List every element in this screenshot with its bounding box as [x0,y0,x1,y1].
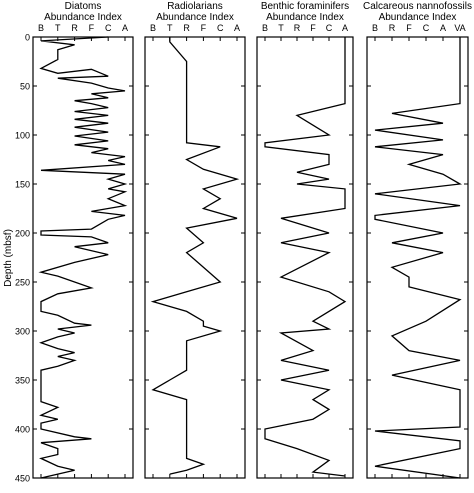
abundance-line [264,37,347,477]
panel-subtitle: Abundance Index [266,12,344,23]
x-tick-label: C [217,23,224,33]
y-tick-label: 200 [15,229,30,239]
panel-subtitle: Abundance Index [379,12,457,23]
panel-subtitle: Abundance Index [156,12,234,23]
x-tick-label: R [71,23,78,33]
x-tick-label: T [55,23,61,33]
x-tick-label: R [294,23,301,33]
x-tick-label: A [234,23,240,33]
x-tick-label: F [201,23,207,33]
x-tick-label: B [372,23,378,33]
x-tick-label: C [105,23,112,33]
panel-frame [256,36,354,479]
x-tick-label: F [310,23,316,33]
x-tick-label: C [423,23,430,33]
y-tick-label: 350 [15,376,30,386]
panel-subtitle: Abundance Index [44,12,122,23]
abundance-line [38,36,128,479]
x-tick-label: B [150,23,156,33]
x-tick-label: T [167,23,173,33]
x-tick-label: T [278,23,284,33]
x-tick-label: A [122,23,128,33]
x-tick-label: C [326,23,333,33]
panel-frame [366,36,469,479]
y-tick-label: 450 [15,474,30,484]
depth-axis-title: Depth (mbsf) [3,229,14,287]
abundance-line [150,37,240,475]
y-tick-label: 50 [20,82,30,92]
x-tick-label: A [342,23,348,33]
panel-title: Radiolarians [167,1,223,12]
panel-title: Diatoms [65,1,102,12]
y-tick-label: 100 [15,131,30,141]
panel-title: Benthic foraminifers [261,1,349,12]
panel-frame [144,36,246,479]
panel-frame [32,36,134,479]
y-tick-label: 300 [15,327,30,337]
y-tick-label: 400 [15,425,30,435]
y-tick-label: 0 [25,33,30,43]
depth-axis-title-group: Depth (mbsf) [3,229,14,287]
x-tick-label: VA [454,23,465,33]
abundance-line [374,37,463,479]
x-tick-label: B [262,23,268,33]
x-tick-label: F [406,23,412,33]
panel-title: Calcareous nannofossils [363,1,472,12]
x-tick-label: A [440,23,446,33]
y-tick-label: 150 [15,180,30,190]
x-tick-label: B [38,23,44,33]
x-tick-label: R [389,23,396,33]
y-tick-label: 250 [15,278,30,288]
x-tick-label: R [183,23,190,33]
x-tick-label: F [89,23,95,33]
